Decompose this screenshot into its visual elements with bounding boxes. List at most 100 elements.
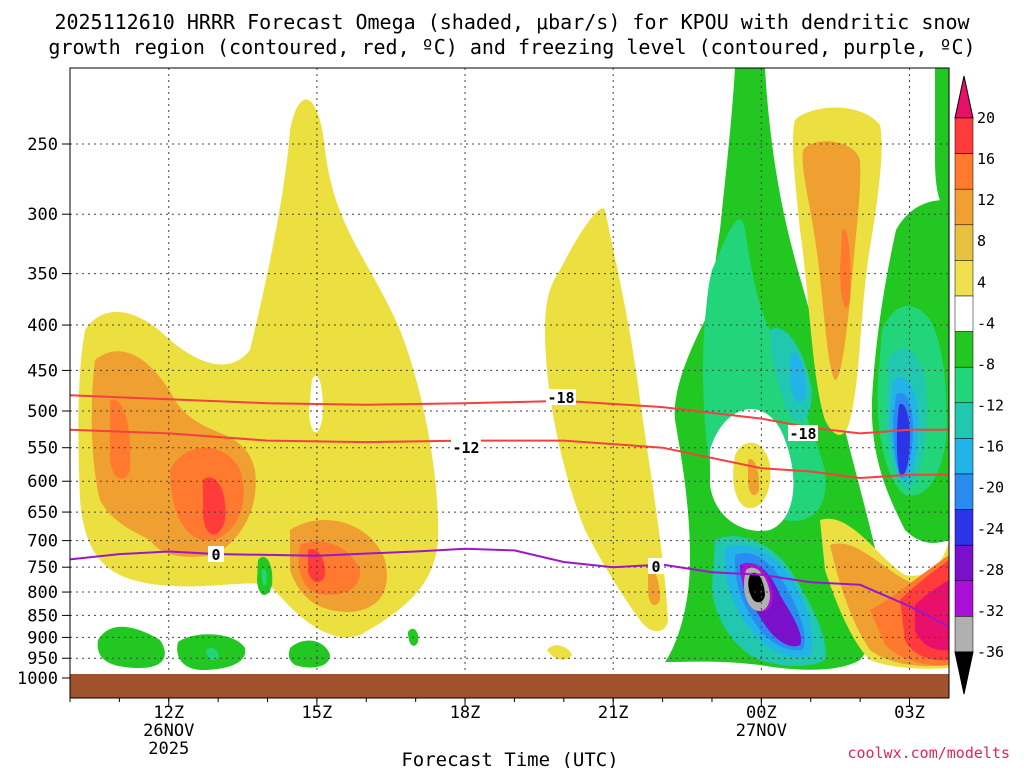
ground-surface	[70, 674, 949, 698]
y-axis: 2503003504004505005506006507007508008509…	[17, 135, 70, 689]
colorbar: 20 16 12 8 4 -4 -8 -12 -16 -20 -24 -28 -32 -36	[954, 75, 1004, 695]
horizontal-gridlines	[70, 143, 949, 659]
y-tick-label: 700	[27, 532, 58, 552]
colorbar-swatch	[954, 402, 974, 439]
y-tick-label: 1000	[17, 669, 58, 689]
y-tick-label: 750	[27, 558, 58, 578]
omega-region-orange-01z-plume	[802, 141, 861, 380]
omega-shading	[78, 68, 949, 670]
colorbar-label: 8	[977, 232, 986, 250]
colorbar-swatch	[954, 366, 974, 404]
chart-title-line1: 2025112610 HRRR Forecast Omega (shaded, …	[54, 10, 970, 34]
vertical-gridlines	[168, 68, 910, 674]
plot-border	[69, 67, 950, 699]
colorbar-swatch	[954, 260, 974, 297]
colorbar-swatch	[954, 331, 974, 368]
colorbar-swatch	[954, 224, 974, 261]
colorbar-swatch	[954, 580, 974, 617]
dgz-upper-contour-label: -18	[547, 389, 574, 407]
y-tick-label: 500	[27, 402, 58, 422]
omega-region-blue-00z-mid	[790, 352, 806, 403]
colorbar-swatch	[954, 295, 974, 332]
freezing-level-contour-line	[69, 547, 950, 628]
x-tick-label: 15Z	[302, 703, 333, 723]
colorbar-label: -12	[977, 397, 1004, 415]
colorbar-label: -32	[977, 602, 1004, 620]
x-tick-label: 12Z	[153, 703, 184, 723]
y-tick-label: 650	[27, 503, 58, 523]
contour-lines	[69, 394, 950, 628]
colorbar-label: -28	[977, 561, 1004, 579]
x-tick-year-label: 2025	[148, 739, 189, 759]
colorbar-swatch	[954, 473, 974, 510]
colorbar-swatch	[954, 544, 974, 582]
colorbar-label: -16	[977, 438, 1004, 456]
omega-region-green-top-right	[935, 68, 949, 210]
x-tick-date-label: 26NOV	[143, 721, 194, 741]
colorbar-swatch	[954, 438, 974, 475]
dgz-lower-contour-line	[69, 428, 949, 480]
colorbar-label: -24	[977, 520, 1004, 538]
dgz-lower-label-bg	[451, 439, 481, 455]
grid	[70, 68, 949, 674]
dgz-upper-label2-bg	[788, 425, 818, 441]
colorbar-label: -8	[977, 355, 995, 373]
colorbar-label: 20	[977, 109, 995, 127]
colorbar-label: 4	[977, 273, 986, 291]
freezing-contour-label-2: 0	[651, 558, 660, 576]
y-tick-label: 850	[27, 606, 58, 626]
x-tick-label: 03Z	[894, 703, 925, 723]
colorbar-swatch	[954, 117, 974, 154]
omega-region-teal-lower-left	[206, 647, 219, 661]
y-tick-label: 300	[27, 205, 58, 225]
colorbar-swatch	[954, 153, 974, 190]
dgz-upper-contour-line	[69, 394, 949, 435]
dgz-lower-contour-label: -12	[452, 439, 479, 457]
dgz-upper-contour-label-2: -18	[789, 425, 816, 443]
colorbar-label: -20	[977, 479, 1004, 497]
y-tick-label: 950	[27, 649, 58, 669]
x-tick-label: 21Z	[598, 703, 629, 723]
plot-area: -18 -18 -12 0 0	[69, 67, 950, 699]
x-axis-label: Forecast Time (UTC)	[401, 749, 618, 768]
colorbar-swatch	[954, 616, 974, 653]
y-tick-label: 900	[27, 628, 58, 648]
dgz-upper-label-bg	[546, 389, 576, 405]
y-tick-label: 600	[27, 472, 58, 492]
colorbar-swatch	[954, 188, 974, 226]
colorbar-swatch	[954, 509, 974, 546]
colorbar-label: -4	[977, 314, 995, 332]
y-tick-label: 800	[27, 583, 58, 603]
omega-region-orange3-left	[110, 399, 131, 479]
omega-region-yellow-21z-small	[547, 645, 572, 660]
omega-region-red-left	[203, 477, 226, 535]
freezing-label2-bg	[648, 558, 664, 574]
x-tick-label: 18Z	[450, 703, 481, 723]
freezing-label-bg	[208, 546, 224, 562]
y-tick-label: 350	[27, 265, 58, 285]
omega-region-teal-14z	[261, 569, 267, 586]
x-tick-date-label: 27NOV	[736, 721, 787, 741]
omega-region-green-15z-low	[288, 640, 330, 668]
y-tick-label: 450	[27, 361, 58, 381]
freezing-contour-label: 0	[211, 546, 220, 564]
omega-region-orange-21z	[648, 569, 660, 606]
omega-region-orange2-01z-plume	[840, 229, 851, 309]
colorbar-top-arrow	[954, 75, 974, 119]
x-tick-label: 00Z	[746, 703, 777, 723]
contour-label-group: -18 -18 -12 0 0	[208, 389, 818, 576]
y-tick-label: 550	[27, 439, 58, 459]
omega-region-black-00z-core	[748, 572, 765, 603]
colorbar-label: -36	[977, 643, 1004, 661]
omega-region-yellow-21z-plume	[545, 208, 668, 632]
colorbar-label: 16	[977, 150, 995, 168]
chart-title-line2: growth region (contoured, red, ºC) and f…	[48, 35, 975, 59]
omega-region-red-center	[308, 549, 326, 583]
omega-region-magenta-lower-right	[915, 580, 949, 651]
credit-text: coolwx.com/modelts	[847, 744, 1010, 762]
omega-region-darkblue-03z	[896, 404, 910, 476]
y-tick-label: 400	[27, 316, 58, 336]
colorbar-label: 12	[977, 191, 995, 209]
